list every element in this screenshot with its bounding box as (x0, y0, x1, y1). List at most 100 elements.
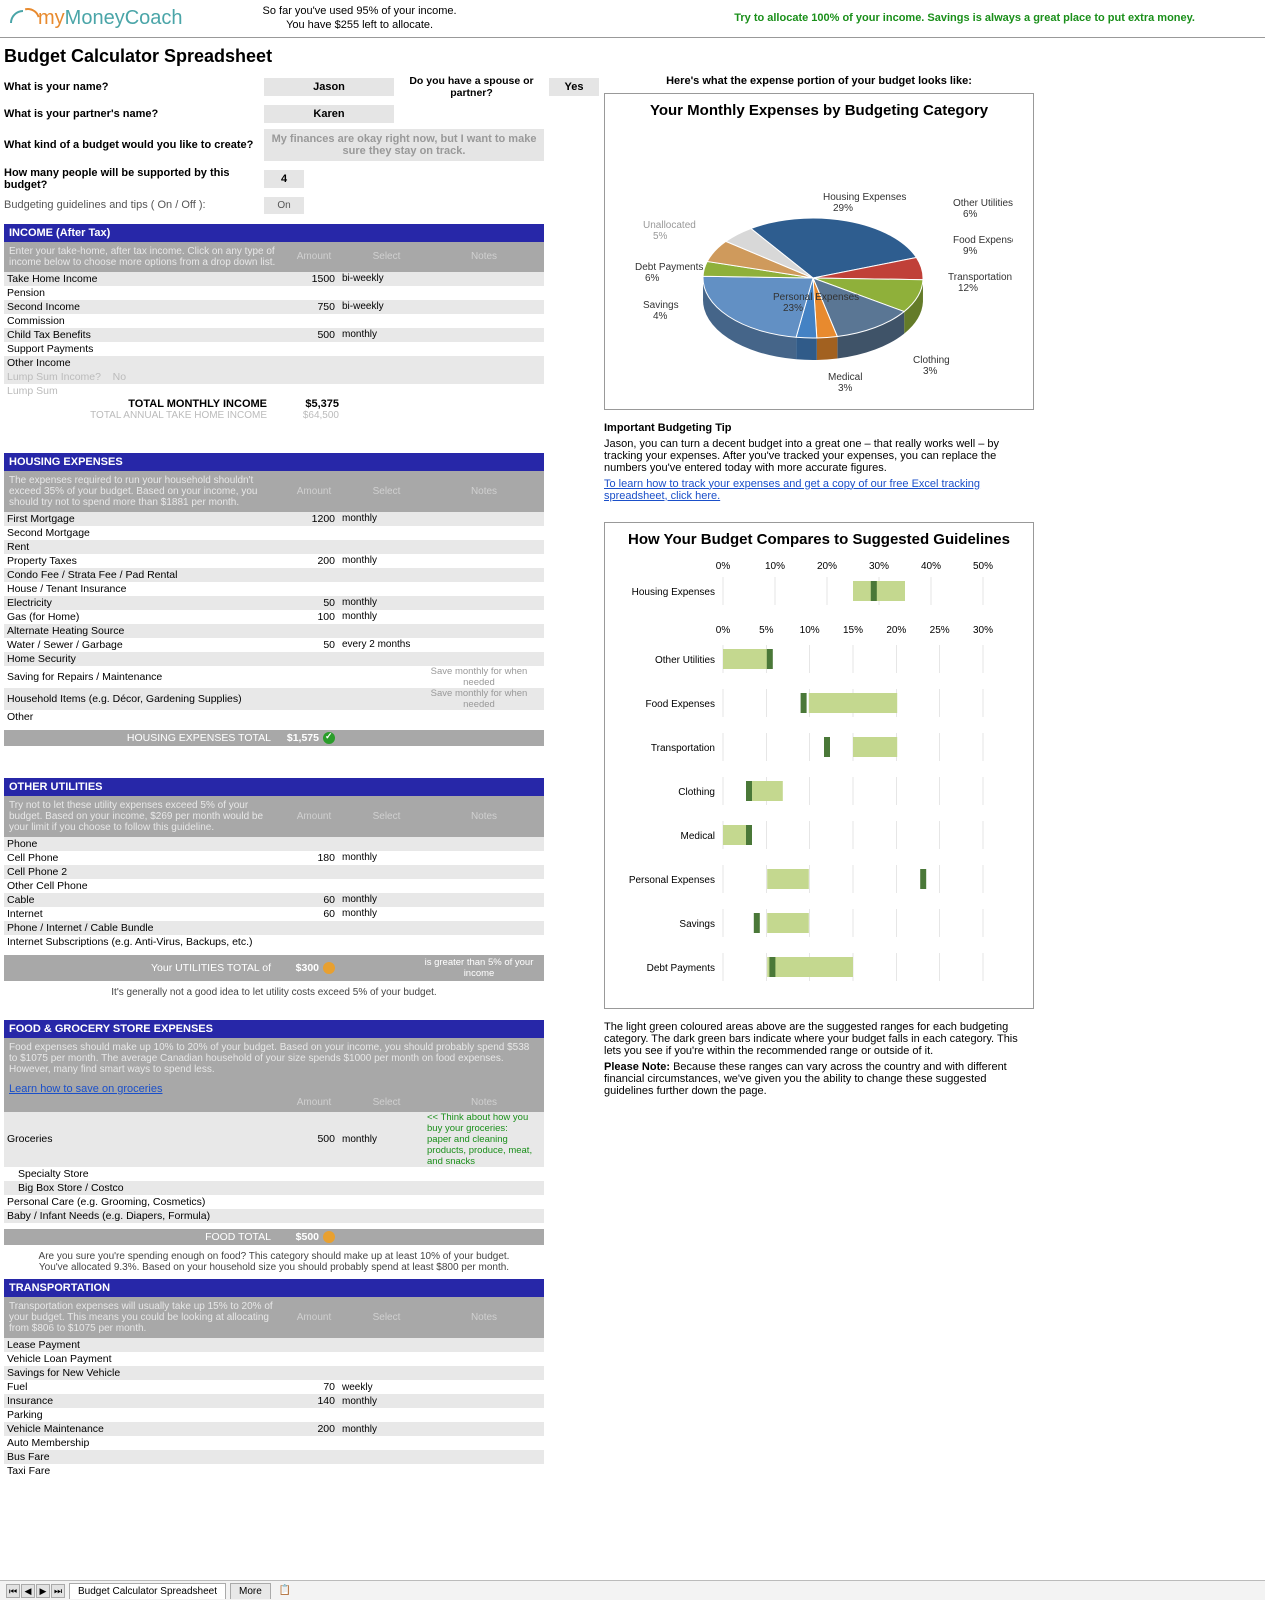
row-label[interactable]: Groceries (4, 1133, 279, 1145)
row-label[interactable]: Internet (4, 908, 279, 920)
people-question: How many people will be supported by thi… (4, 167, 264, 191)
row-amount[interactable]: 200 (279, 1423, 339, 1435)
row-select[interactable]: monthly (339, 555, 424, 566)
row-label[interactable]: Cable (4, 894, 279, 906)
tab-budget[interactable]: Budget Calculator Spreadsheet (69, 1583, 226, 1599)
tab-prev-icon[interactable]: ◀ (21, 1584, 35, 1598)
row-select[interactable]: weekly (339, 1382, 424, 1393)
row-amount[interactable]: 60 (279, 894, 339, 906)
row-select[interactable]: monthly (339, 894, 424, 905)
row-amount[interactable]: 50 (279, 639, 339, 651)
row-amount[interactable]: 100 (279, 611, 339, 623)
row-label[interactable]: Personal Care (e.g. Grooming, Cosmetics) (4, 1196, 279, 1208)
row-label[interactable]: Child Tax Benefits (4, 329, 279, 341)
row-select[interactable]: monthly (339, 329, 424, 340)
name-input[interactable]: Jason (264, 78, 394, 96)
row-label[interactable]: Other (4, 711, 279, 723)
logo: myMoneyCoach (10, 7, 183, 30)
row-amount[interactable]: 140 (279, 1395, 339, 1407)
row-label[interactable]: Specialty Store (4, 1168, 279, 1180)
housing-total-value: $1,575 (287, 732, 319, 744)
row-select[interactable]: monthly (339, 908, 424, 919)
row-amount[interactable]: 1500 (279, 273, 339, 285)
row-label[interactable]: First Mortgage (4, 513, 279, 525)
row-label[interactable]: Condo Fee / Strata Fee / Pad Rental (4, 569, 279, 581)
row-select[interactable]: monthly (339, 1424, 424, 1435)
row-select[interactable]: monthly (339, 611, 424, 622)
row-label[interactable]: Vehicle Loan Payment (4, 1353, 279, 1365)
partner-input[interactable]: Karen (264, 105, 394, 123)
row-label[interactable]: Parking (4, 1409, 279, 1421)
row-label[interactable]: Other Income (4, 357, 279, 369)
row-label[interactable]: Lease Payment (4, 1339, 279, 1351)
row-amount[interactable]: 180 (279, 852, 339, 864)
row-label[interactable]: Second Income (4, 301, 279, 313)
tab-more[interactable]: More (230, 1583, 271, 1599)
row-label[interactable]: Electricity (4, 597, 279, 609)
row-select[interactable]: monthly (339, 513, 424, 524)
tab-first-icon[interactable]: ⏮ (6, 1584, 20, 1598)
row-label[interactable]: Support Payments (4, 343, 279, 355)
row-label[interactable]: Savings for New Vehicle (4, 1367, 279, 1379)
row-label[interactable]: Cell Phone 2 (4, 866, 279, 878)
lump-a[interactable]: No (113, 371, 126, 383)
row-label[interactable]: Rent (4, 541, 279, 553)
row-label[interactable]: Alternate Heating Source (4, 625, 279, 637)
row-label[interactable]: Home Security (4, 653, 279, 665)
row-label[interactable]: Take Home Income (4, 273, 279, 285)
row-label[interactable]: Taxi Fare (4, 1465, 279, 1477)
row-label[interactable]: Bus Fare (4, 1451, 279, 1463)
row-amount[interactable]: 1200 (279, 513, 339, 525)
row-select[interactable]: monthly (339, 1134, 424, 1145)
row-amount[interactable]: 500 (279, 329, 339, 341)
row-select[interactable]: monthly (339, 1396, 424, 1407)
groceries-link[interactable]: Learn how to save on groceries (9, 1083, 162, 1095)
sheet-tabs: ⏮ ◀ ▶ ⏭ Budget Calculator Spreadsheet Mo… (0, 1580, 1265, 1600)
row-label[interactable]: House / Tenant Insurance (4, 583, 279, 595)
row-label[interactable]: Other Cell Phone (4, 880, 279, 892)
utilities-footer: It's generally not a good idea to let ut… (4, 981, 544, 1004)
row-label[interactable]: Internet Subscriptions (e.g. Anti-Virus,… (4, 936, 279, 948)
row-label[interactable]: Phone (4, 838, 279, 850)
tab-menu-icon[interactable]: 📋 (279, 1585, 291, 1596)
col-amount: Amount (284, 1312, 344, 1323)
row-select[interactable]: bi-weekly (339, 301, 424, 312)
row-label[interactable]: Second Mortgage (4, 527, 279, 539)
row-label[interactable]: Household Items (e.g. Décor, Gardening S… (4, 693, 279, 705)
row-label[interactable]: Saving for Repairs / Maintenance (4, 671, 279, 683)
row-amount[interactable]: 200 (279, 555, 339, 567)
row-label[interactable]: Auto Membership (4, 1437, 279, 1449)
row-label[interactable]: Property Taxes (4, 555, 279, 567)
row-amount[interactable]: 60 (279, 908, 339, 920)
row-amount[interactable]: 70 (279, 1381, 339, 1393)
tab-next-icon[interactable]: ▶ (36, 1584, 50, 1598)
row-label[interactable]: Phone / Internet / Cable Bundle (4, 922, 279, 934)
row-label[interactable]: Cell Phone (4, 852, 279, 864)
tab-last-icon[interactable]: ⏭ (51, 1584, 65, 1598)
row-select[interactable]: every 2 months (339, 639, 424, 650)
row-amount[interactable]: 50 (279, 597, 339, 609)
guidelines-toggle[interactable]: On (264, 197, 304, 214)
row-label[interactable]: Gas (for Home) (4, 611, 279, 623)
row-select[interactable]: monthly (339, 597, 424, 608)
row-select[interactable]: monthly (339, 852, 424, 863)
svg-text:Other Utilities: Other Utilities (655, 655, 715, 666)
col-amount: Amount (284, 486, 344, 497)
row-amount[interactable]: 500 (279, 1133, 339, 1145)
usage-message: So far you've used 95% of your income. Y… (263, 4, 457, 33)
row-label[interactable]: Fuel (4, 1381, 279, 1393)
row-label[interactable]: Insurance (4, 1395, 279, 1407)
row-label[interactable]: Vehicle Maintenance (4, 1423, 279, 1435)
row-select[interactable]: bi-weekly (339, 273, 424, 284)
row-amount[interactable]: 750 (279, 301, 339, 313)
people-input[interactable]: 4 (264, 170, 304, 188)
row-label[interactable]: Commission (4, 315, 279, 327)
spouse-input[interactable]: Yes (549, 78, 599, 96)
row-label[interactable]: Pension (4, 287, 279, 299)
row-label[interactable]: Big Box Store / Costco (4, 1182, 279, 1194)
kind-input[interactable]: My finances are okay right now, but I wa… (264, 129, 544, 161)
row-label[interactable]: Water / Sewer / Garbage (4, 639, 279, 651)
row-label[interactable]: Baby / Infant Needs (e.g. Diapers, Formu… (4, 1210, 279, 1222)
tracking-link[interactable]: To learn how to track your expenses and … (604, 478, 980, 502)
utilities-desc-text: Try not to let these utility expenses ex… (9, 800, 284, 833)
